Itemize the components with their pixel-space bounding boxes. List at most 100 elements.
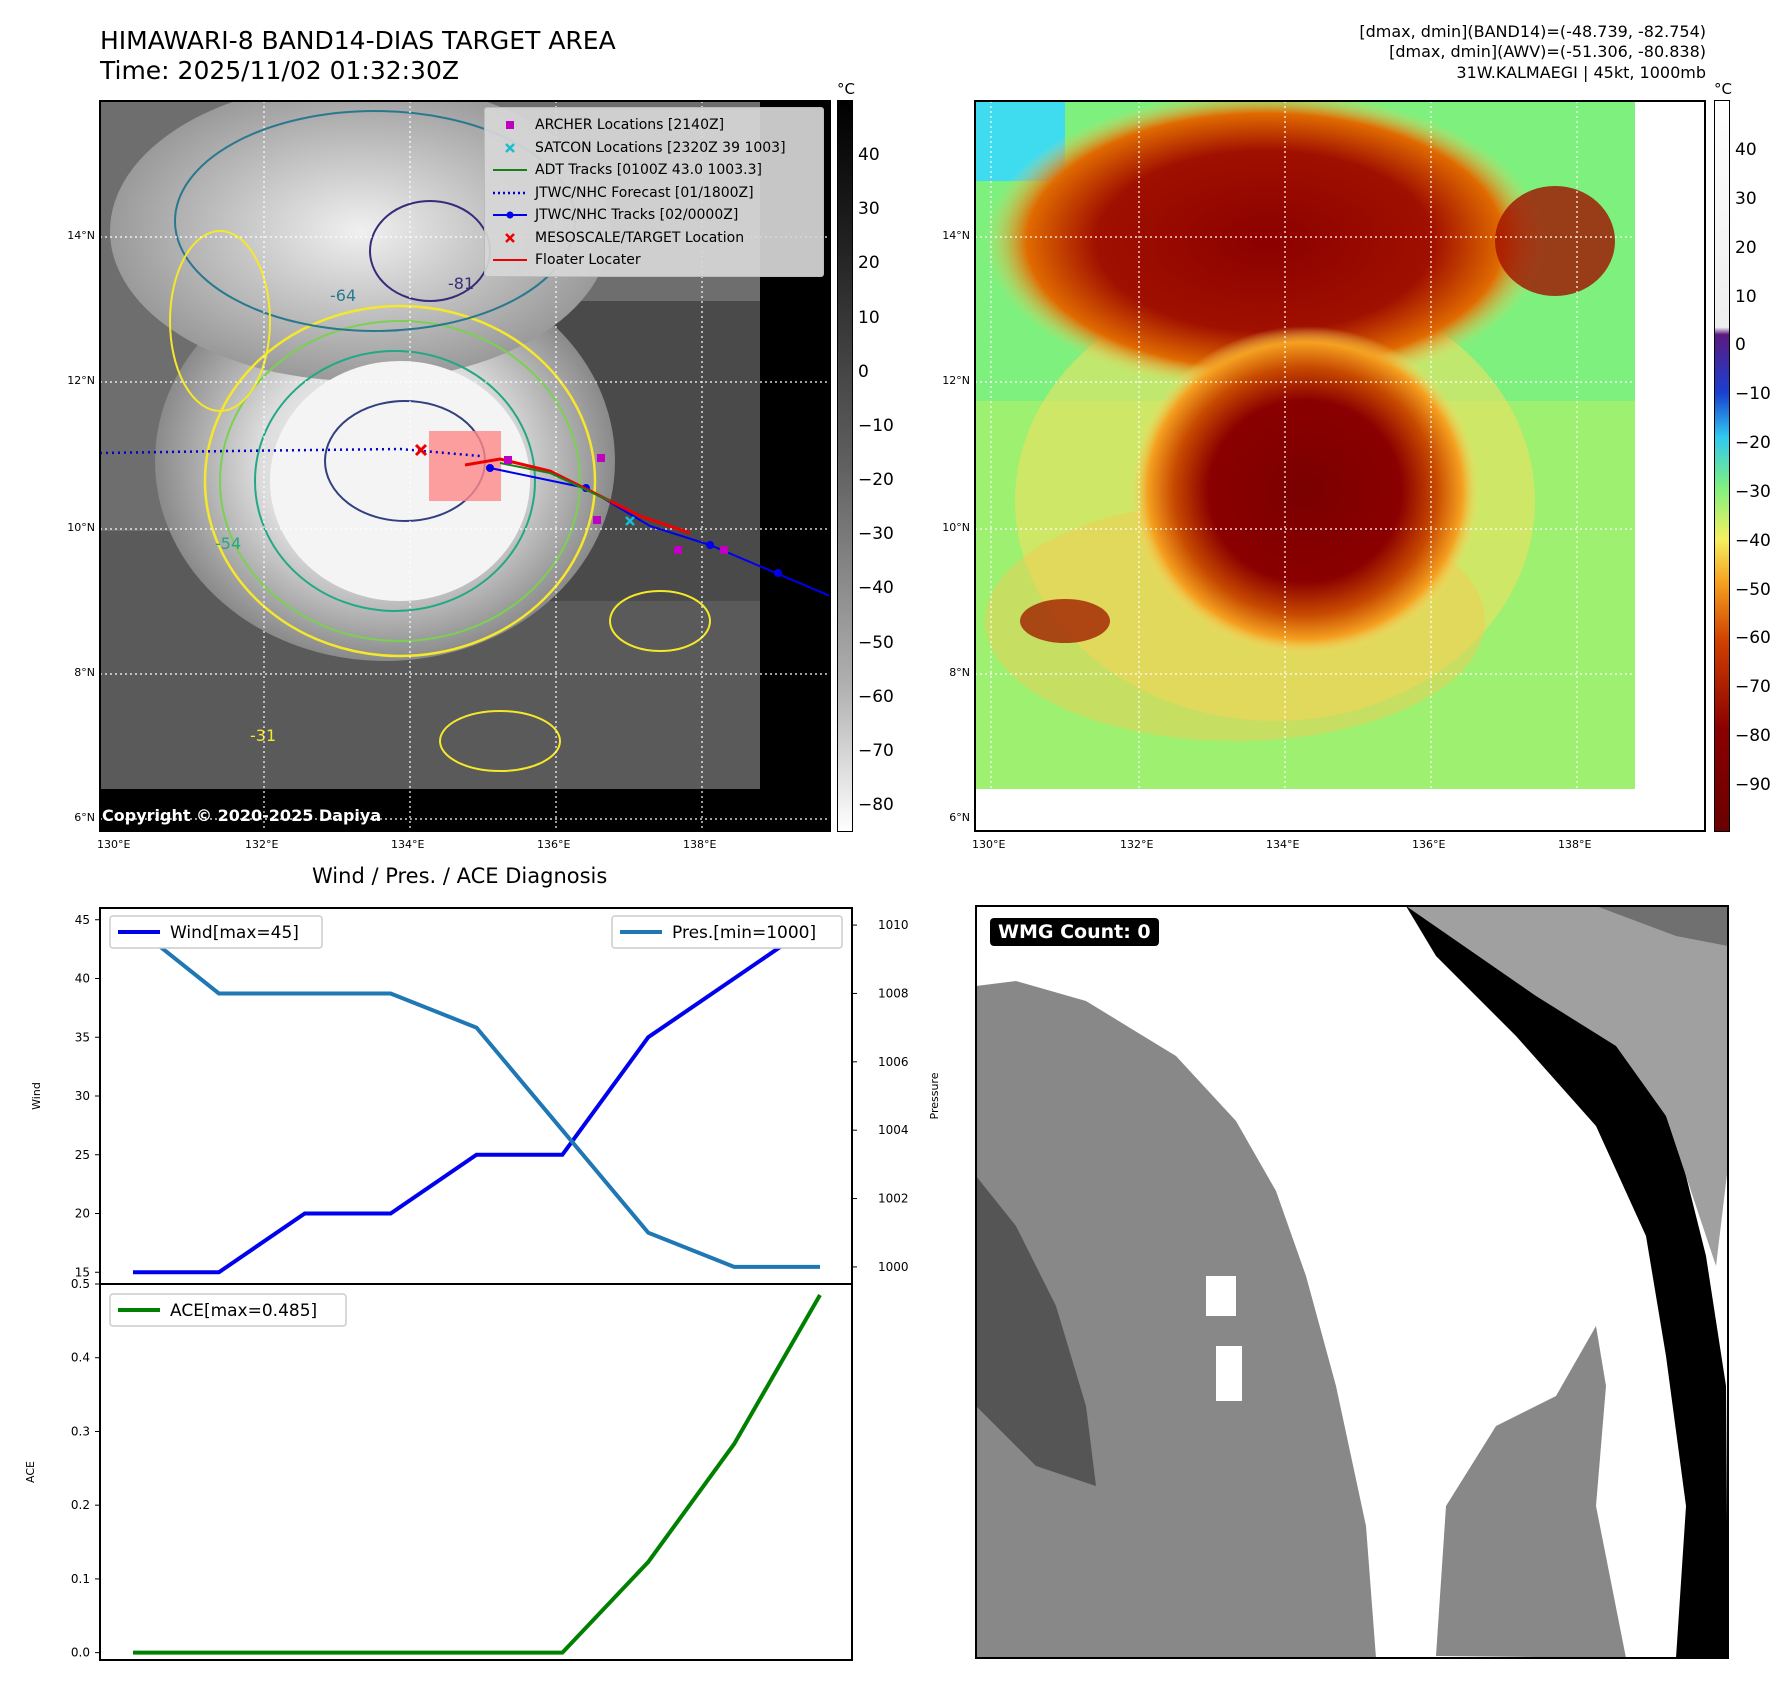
ace-ytick-label: 0.5 bbox=[71, 1277, 90, 1291]
gray-colorbar-tick: 40 bbox=[858, 145, 880, 165]
wind-legend-label: Wind[max=45] bbox=[170, 923, 299, 943]
lon-tick-label: 132°E bbox=[1120, 838, 1154, 851]
gray-colorbar-tick: 20 bbox=[858, 253, 880, 274]
lat-tick-label: 14°N bbox=[67, 229, 95, 242]
wind-ytick-label: 15 bbox=[75, 1265, 90, 1279]
legend-entry: ARCHER Locations [2140Z] bbox=[491, 115, 724, 135]
color-colorbar-tick: −30 bbox=[1735, 481, 1771, 502]
ace-ytick-label: 0.3 bbox=[71, 1424, 90, 1438]
color-colorbar-tick: −60 bbox=[1735, 628, 1771, 649]
legend-label: MESOSCALE/TARGET Location bbox=[535, 229, 745, 246]
legend-entry: ADT Tracks [0100Z 43.0 1003.3] bbox=[491, 160, 762, 180]
pressure-ytick-label: 1010 bbox=[878, 918, 909, 932]
color-colorbar-tick: −70 bbox=[1735, 677, 1771, 698]
legend-swatch-icon bbox=[493, 191, 527, 194]
color-colorbar-tick: 40 bbox=[1735, 140, 1757, 160]
color-colorbar-tick: −90 bbox=[1735, 775, 1771, 795]
pressure-ytick-label: 1006 bbox=[878, 1055, 909, 1069]
color-colorbar-tick: 20 bbox=[1735, 237, 1757, 258]
lat-tick-label: 8°N bbox=[74, 666, 95, 679]
pressure-ytick-label: 1000 bbox=[878, 1260, 909, 1274]
legend-swatch-icon bbox=[506, 121, 514, 129]
wmg-panel: WMG Count: 0 bbox=[976, 906, 1728, 1658]
map-legend: ARCHER Locations [2140Z] SATCON Locations… bbox=[484, 107, 824, 277]
lat-tick-label: 6°N bbox=[74, 811, 95, 824]
lon-tick-label: 132°E bbox=[245, 838, 279, 851]
info-awv: [dmax, dmin](AWV)=(-51.306, -80.838) bbox=[1389, 42, 1706, 61]
ir-map-lon-axis: 130°E 132°E 134°E 136°E 138°E bbox=[97, 838, 831, 854]
wind-ytick-label: 25 bbox=[75, 1148, 90, 1162]
ace-ytick-label: 0.2 bbox=[71, 1498, 90, 1512]
copyright-text: Copyright © 2020-2025 Dapiya bbox=[102, 806, 382, 825]
contour-label: -64 bbox=[330, 286, 356, 305]
lon-tick-label: 130°E bbox=[97, 838, 131, 851]
gray-colorbar-tick: −10 bbox=[858, 415, 894, 436]
ir-map-panel: -54 -64 -81 -31 bbox=[100, 101, 830, 831]
ace-plot-frame bbox=[99, 1283, 853, 1661]
ir-map-frame bbox=[99, 100, 831, 832]
lat-tick-label: 10°N bbox=[942, 521, 970, 534]
contour-label: -54 bbox=[215, 534, 241, 553]
color-colorbar-ticks: 40 30 20 10 0 −10 −20 −30 −40 −50 −60 −70 −80 −90 bbox=[1735, 100, 1792, 830]
wind-ylabel: Wind bbox=[30, 1082, 43, 1110]
lat-tick-label: 8°N bbox=[949, 666, 970, 679]
lon-tick-label: 134°E bbox=[391, 838, 425, 851]
lon-tick-label: 136°E bbox=[537, 838, 571, 851]
info-band14: [dmax, dmin](BAND14)=(-48.739, -82.754) bbox=[1359, 22, 1706, 41]
ace-legend bbox=[109, 1293, 347, 1327]
color-colorbar-tick: −10 bbox=[1735, 384, 1771, 405]
gray-colorbar-tick: −80 bbox=[858, 795, 894, 815]
legend-label: JTWC/NHC Tracks [02/0000Z] bbox=[535, 207, 739, 223]
legend-label: JTWC/NHC Forecast [01/1800Z] bbox=[535, 184, 754, 201]
pressure-legend bbox=[611, 915, 843, 949]
gray-colorbar bbox=[837, 100, 853, 832]
color-colorbar-tick: 30 bbox=[1735, 188, 1757, 209]
lat-tick-label: 6°N bbox=[949, 811, 970, 824]
legend-swatch-icon bbox=[505, 232, 515, 243]
pressure-ytick-label: 1002 bbox=[878, 1192, 909, 1206]
color-colorbar-tick: −40 bbox=[1735, 530, 1771, 551]
legend-label: SATCON Locations [2320Z 39 1003] bbox=[535, 139, 786, 156]
awv-map-lon-axis: 130°E 132°E 134°E 136°E 138°E bbox=[972, 838, 1706, 854]
color-colorbar-tick: −50 bbox=[1735, 579, 1771, 600]
pressure-series-line bbox=[131, 923, 820, 1269]
gray-colorbar-tick: 10 bbox=[858, 307, 880, 328]
wind-ytick-label: 35 bbox=[75, 1030, 90, 1044]
gray-colorbar-tick: −50 bbox=[858, 632, 894, 653]
legend-swatch-icon bbox=[505, 142, 515, 153]
awv-map-image bbox=[975, 101, 1705, 831]
diagnosis-chart: 45 40 35 30 25 20 15 1010 1008 1006 1004 1002 1000 Wi… bbox=[24, 907, 941, 1661]
ace-ytick-label: 0.1 bbox=[71, 1572, 90, 1586]
ace-series-line bbox=[133, 1294, 822, 1655]
lon-tick-label: 134°E bbox=[1266, 838, 1300, 851]
pressure-ytick-label: 1004 bbox=[878, 1123, 909, 1137]
gray-colorbar-tick: 0 bbox=[858, 361, 869, 382]
color-colorbar bbox=[1714, 100, 1730, 832]
color-colorbar-tick: 10 bbox=[1735, 286, 1757, 307]
wmg-count-badge: WMG Count: 0 bbox=[990, 918, 1159, 946]
gray-colorbar-tick: −70 bbox=[858, 740, 894, 761]
awv-map-lat-axis: 14°N 12°N 10°N 8°N 6°N bbox=[930, 100, 970, 832]
gray-colorbar-tick: −20 bbox=[858, 470, 894, 490]
lon-tick-label: 130°E bbox=[972, 838, 1006, 851]
color-colorbar-tick: 0 bbox=[1735, 335, 1746, 356]
gray-colorbar-tick: −40 bbox=[858, 578, 894, 599]
contour-label: -81 bbox=[448, 274, 474, 293]
ace-ylabel: ACE bbox=[24, 1461, 37, 1483]
color-colorbar-unit: °C bbox=[1714, 80, 1732, 98]
ace-ytick-label: 0.4 bbox=[71, 1351, 90, 1365]
legend-swatch-icon bbox=[493, 211, 527, 219]
wind-ytick-label: 30 bbox=[75, 1089, 90, 1103]
legend-entry: JTWC/NHC Tracks [02/0000Z] bbox=[491, 205, 738, 225]
lon-tick-label: 138°E bbox=[1558, 838, 1592, 851]
wind-ytick-label: 20 bbox=[75, 1207, 90, 1221]
awv-map-panel bbox=[975, 101, 1705, 831]
wind-series-line bbox=[133, 918, 822, 1275]
wind-plot-frame bbox=[99, 907, 853, 1285]
gray-colorbar-tick: 30 bbox=[858, 199, 880, 220]
ace-ytick-label: 0.0 bbox=[71, 1646, 90, 1660]
pressure-ylabel: Pressure bbox=[928, 1072, 941, 1119]
gray-colorbar-tick: −60 bbox=[858, 686, 894, 707]
legend-label: ARCHER Locations [2140Z] bbox=[535, 117, 725, 133]
lon-tick-label: 138°E bbox=[683, 838, 717, 851]
